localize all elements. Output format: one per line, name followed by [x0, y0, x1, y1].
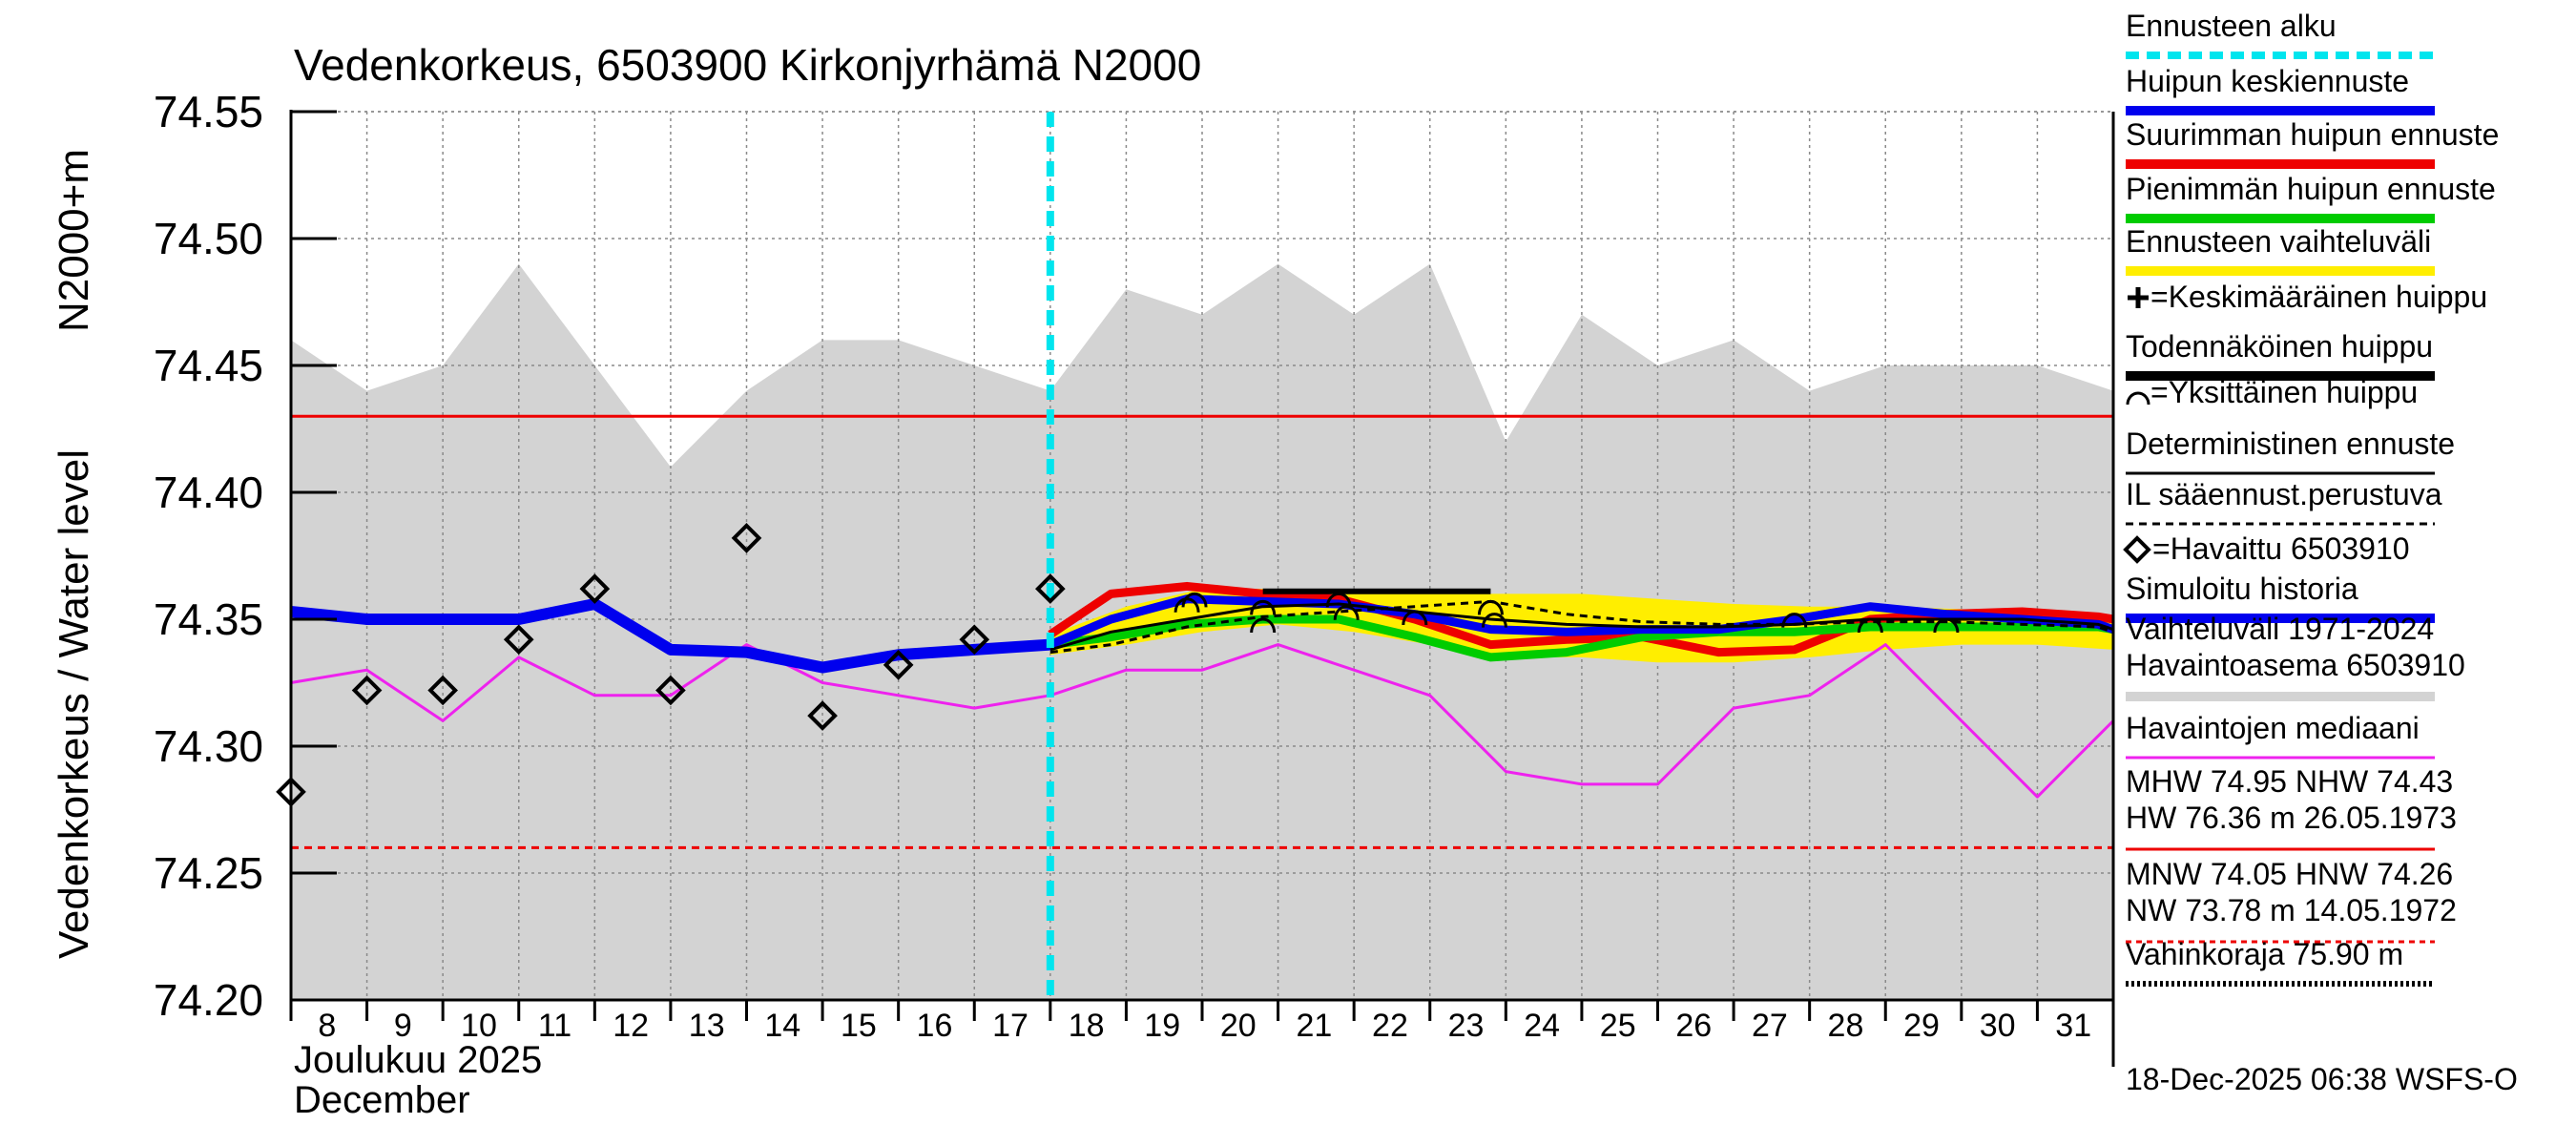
observation-marker: [655, 675, 686, 706]
x-tick-label: 20: [1220, 1008, 1257, 1044]
series-layer: [290, 581, 2115, 799]
single-peak-marker: [1250, 617, 1277, 634]
single-peak-marker: [1325, 592, 1352, 608]
legend: Ennusteen alku Huipun keskiennuste Suurimm…: [2123, 9, 2499, 987]
x-tick-label: 8: [318, 1008, 336, 1044]
legend-label: Huipun keskiennuste: [2126, 64, 2409, 98]
legend-label: =Keskimääräinen huippu: [2150, 280, 2487, 314]
y-tick-label: 74.50: [154, 214, 263, 263]
observation-marker: [1035, 573, 1066, 604]
legend-label: Vahinkoraja 75.90 m: [2126, 937, 2403, 971]
x-tick-label: 23: [1448, 1008, 1485, 1044]
observation-marker: [959, 624, 990, 656]
x-tick-label: 31: [2055, 1008, 2091, 1044]
legend-label-second: Havaintoasema 6503910: [2126, 648, 2465, 682]
month-label-fi: Joulukuu 2025: [294, 1039, 542, 1081]
legend-label: Deterministinen ennuste: [2126, 427, 2455, 461]
x-tick-label: 10: [461, 1008, 497, 1044]
footer-timestamp: 18-Dec-2025 06:38 WSFS-O: [2126, 1062, 2518, 1096]
chart-title: Vedenkorkeus, 6503900 Kirkonjyrhämä N200…: [294, 40, 1201, 90]
legend-label: =Yksittäinen huippu: [2150, 375, 2418, 409]
series-line-5: [1049, 602, 2114, 652]
reference-lines-layer: [291, 414, 2113, 849]
series-line-1: [290, 598, 1051, 674]
series-line-6: [1049, 599, 2114, 655]
y-tick-label: 74.25: [154, 848, 263, 898]
y-tick-label: 74.45: [154, 341, 263, 390]
y-axis-unit-label: N2000+m: [51, 149, 97, 332]
legend-label: =Havaittu 6503910: [2152, 531, 2410, 566]
legend-label: MHW 74.95 NHW 74.43: [2126, 764, 2453, 799]
legend-label: Havaintojen mediaani: [2126, 711, 2420, 745]
legend-label: Ennusteen vaihteluväli: [2126, 224, 2431, 259]
legend-symbol-arc: [2126, 391, 2150, 406]
x-tick-label: 19: [1144, 1008, 1180, 1044]
legend-label: IL sääennust.perustuva: [2126, 477, 2442, 511]
single-peak-marker: [1250, 599, 1277, 615]
y-tick-label: 74.30: [154, 721, 263, 771]
x-tick-label: 16: [917, 1008, 953, 1044]
x-tick-label: 9: [394, 1008, 412, 1044]
x-tick-label: 22: [1372, 1008, 1408, 1044]
y-tick-label: 74.55: [154, 87, 263, 136]
single-peak-marker: [1933, 617, 1960, 634]
observation-marker: [883, 650, 914, 680]
legend-label: Todennäköinen huippu: [2126, 329, 2433, 364]
x-tick-label: 21: [1296, 1008, 1332, 1044]
single-peak-marker: [1481, 613, 1507, 628]
x-tick-label: 12: [613, 1008, 649, 1044]
legend-label: Pienimmän huipun ennuste: [2126, 172, 2496, 206]
single-peak-marker: [1402, 610, 1428, 626]
x-tick-label: 25: [1600, 1008, 1636, 1044]
legend-label-second: NW 73.78 m 14.05.1972: [2126, 893, 2457, 927]
single-peak-marker: [1781, 613, 1808, 628]
single-peak-marker: [1181, 592, 1208, 608]
series-line-0: [290, 643, 2115, 799]
observation-marker: [351, 675, 383, 706]
y-axis-label: Vedenkorkeus / Water level: [51, 449, 97, 959]
single-peak-marker: [1333, 605, 1360, 620]
legend-label: Suurimman huipun ennuste: [2126, 117, 2499, 152]
series-line-4: [1049, 594, 2115, 649]
x-tick-label: 26: [1675, 1008, 1712, 1044]
observation-marker: [503, 624, 534, 656]
legend-label: MNW 74.05 HNW 74.26: [2126, 857, 2453, 891]
x-tick-label: 18: [1069, 1008, 1105, 1044]
y-tick-label: 74.35: [154, 594, 263, 644]
month-label-en: December: [294, 1079, 470, 1121]
observation-marker: [427, 675, 458, 706]
single-peak-marker: [1477, 599, 1504, 615]
x-tick-label: 28: [1828, 1008, 1864, 1044]
legend-label: Simuloitu historia: [2126, 572, 2358, 606]
x-tick-label: 15: [841, 1008, 877, 1044]
x-tick-label: 11: [538, 1008, 571, 1044]
observation-marker: [579, 573, 611, 604]
x-tick-label: 29: [1903, 1008, 1940, 1044]
y-tick-label: 74.20: [154, 975, 263, 1025]
x-tick-label: 14: [764, 1008, 800, 1044]
legend-label: Ennusteen alku: [2126, 9, 2337, 43]
x-tick-label: 30: [1980, 1008, 2016, 1044]
legend-label: Vaihteluväli 1971-2024: [2126, 612, 2434, 646]
x-tick-label: 24: [1524, 1008, 1560, 1044]
legend-symbol-diamond: [2123, 535, 2151, 564]
y-tick-label: 74.40: [154, 468, 263, 517]
legend-symbol-plus: [2128, 287, 2149, 308]
single-peak-marker: [1857, 617, 1883, 634]
observation-marker: [731, 523, 762, 553]
axis-layer: 74.20 74.25 74.30 74.35 74.40 74.45 74.50 74.55…: [154, 87, 2115, 1067]
legend-label-second: HW 76.36 m 26.05.1973: [2126, 801, 2457, 835]
x-tick-label: 17: [992, 1008, 1028, 1044]
observation-marker: [807, 700, 838, 731]
x-tick-label: 27: [1752, 1008, 1788, 1044]
x-tick-label: 13: [689, 1008, 725, 1044]
